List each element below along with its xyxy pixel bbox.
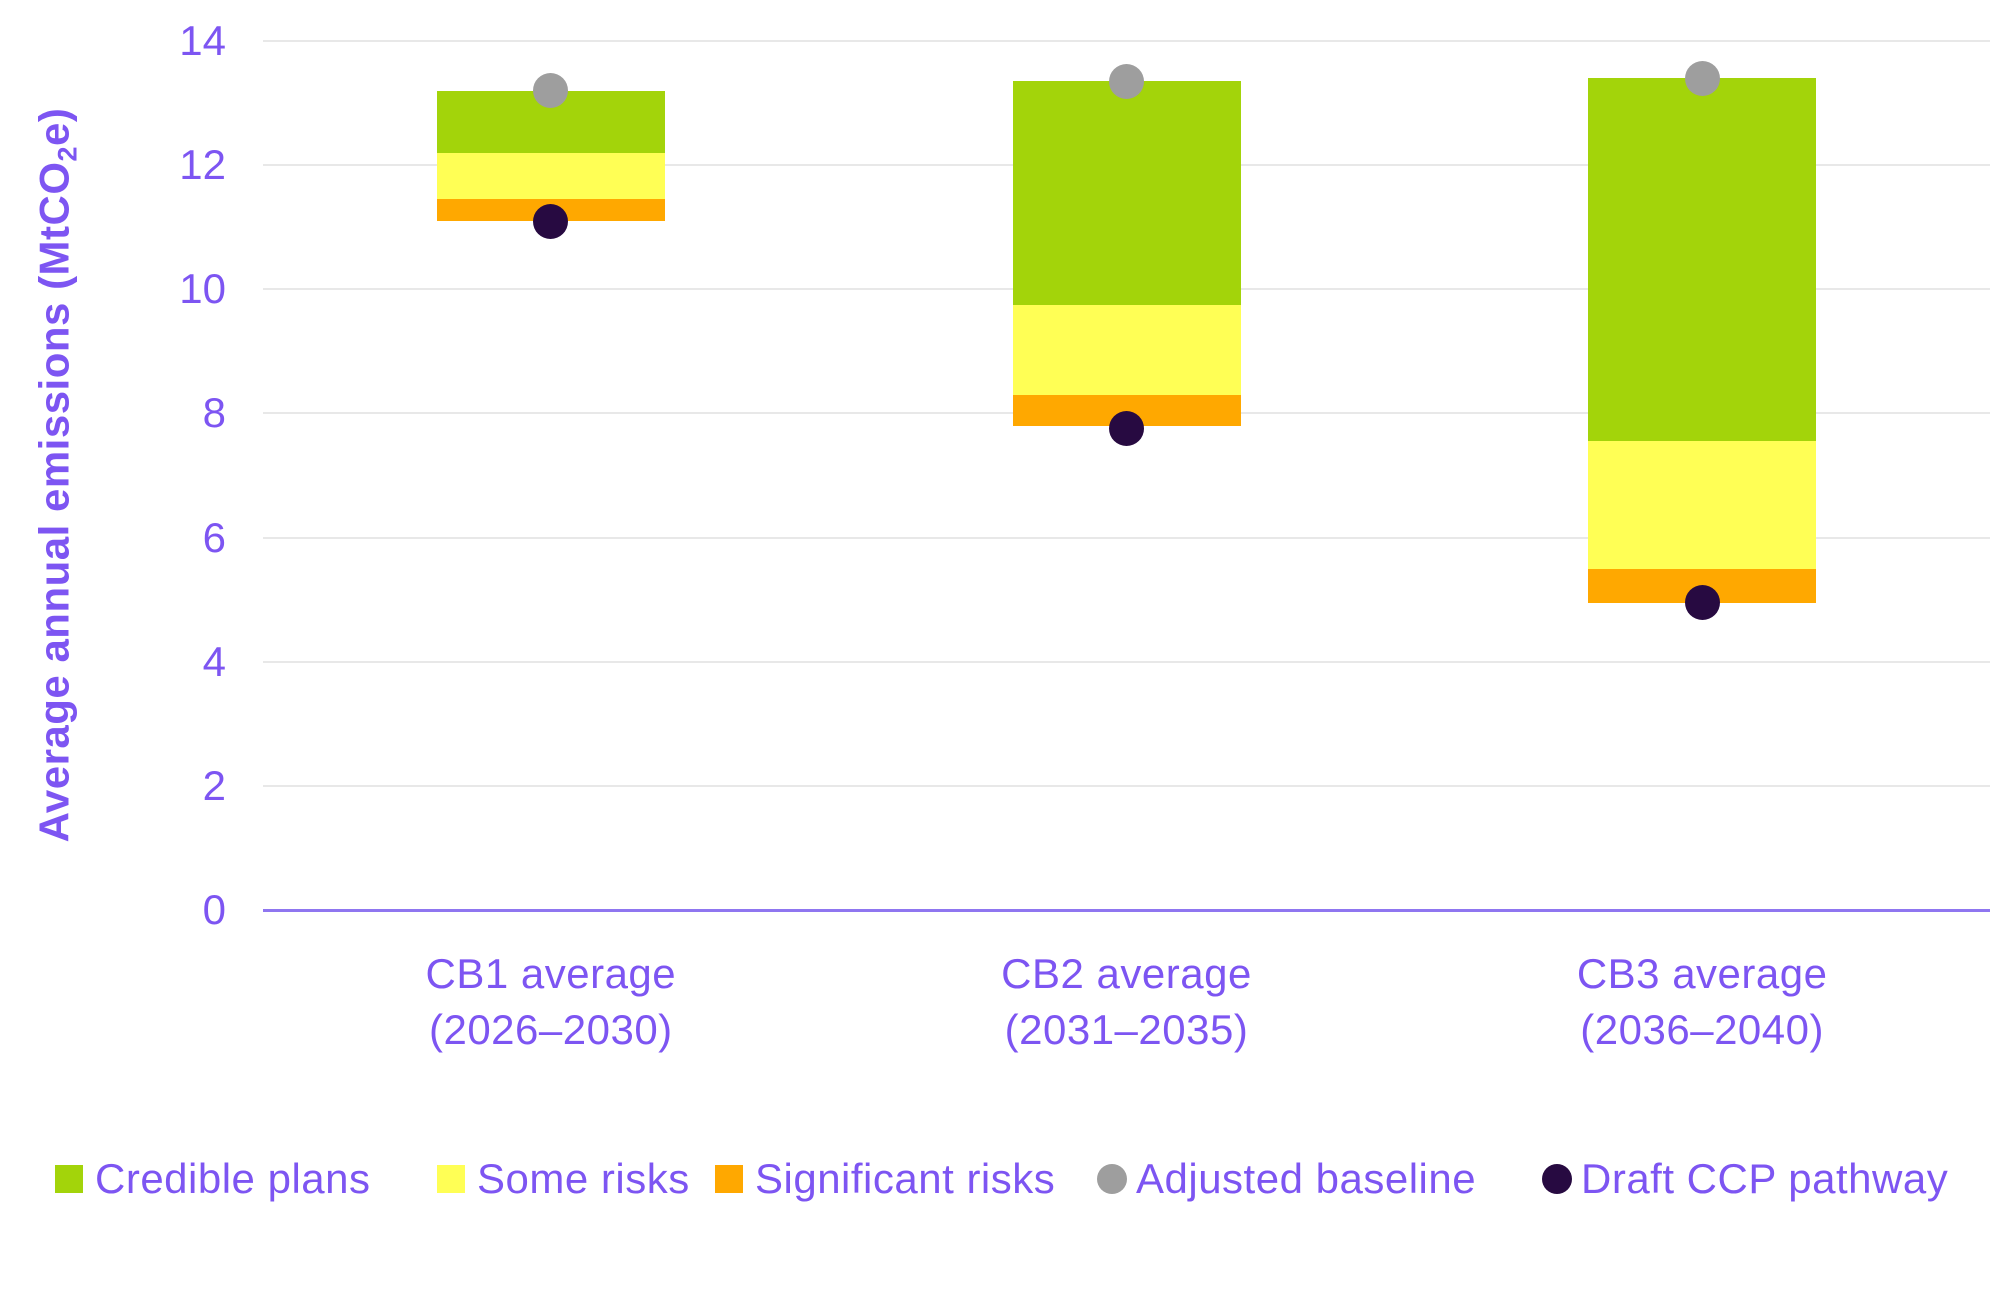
bar-segment-credible xyxy=(1012,81,1241,305)
draft-ccp-pathway-dot-icon xyxy=(1542,1164,1572,1194)
legend-label-draft-ccp-pathway: Draft CCP pathway xyxy=(1581,1155,1949,1202)
adjusted-baseline-marker xyxy=(1109,63,1144,99)
x-axis-line xyxy=(263,908,1990,912)
legend-item-credible-plans: Credible plans xyxy=(55,1155,371,1202)
adjusted-baseline-marker xyxy=(533,73,569,109)
y-tick-label-4: 4 xyxy=(202,637,226,685)
bar-segment-some xyxy=(1588,441,1817,569)
draft-ccp-marker xyxy=(533,203,569,239)
x-axis-label-line2: (2026–2030) xyxy=(428,1006,673,1054)
some-risks-swatch-icon xyxy=(437,1165,465,1193)
y-tick-label-6: 6 xyxy=(202,513,226,561)
y-tick-label-14: 14 xyxy=(179,17,226,64)
legend-item-adjusted-baseline: Adjusted baseline xyxy=(1097,1155,1477,1202)
x-axis-label-line1: CB2 average xyxy=(1001,950,1252,997)
x-axis-label-line2: (2036–2040) xyxy=(1580,1006,1824,1054)
y-tick-label-8: 8 xyxy=(202,389,226,437)
legend-label-some-risks: Some risks xyxy=(477,1155,690,1202)
legend-item-significant-risks: Significant risks xyxy=(715,1155,1056,1202)
draft-ccp-marker xyxy=(1109,411,1144,447)
legend-label-adjusted-baseline: Adjusted baseline xyxy=(1136,1155,1477,1202)
significant-risks-swatch-icon xyxy=(715,1165,743,1193)
credible-plans-swatch-icon xyxy=(55,1165,83,1193)
x-axis-label-2: CB2 average (2031–2035) xyxy=(827,946,1427,1059)
legend-item-some-risks: Some risks xyxy=(437,1155,690,1202)
legend-label-credible-plans: Credible plans xyxy=(95,1155,371,1202)
y-axis-title: Average annual emissions (MtCO2e) xyxy=(31,108,84,843)
x-axis-label-line1: CB3 average xyxy=(1576,950,1828,997)
x-axis-label-1: CB1 average (2026–2030) xyxy=(251,946,851,1059)
gridline xyxy=(263,784,1990,787)
adjusted-baseline-marker xyxy=(1684,60,1720,96)
plot-area xyxy=(263,40,1990,912)
gridline xyxy=(263,536,1990,539)
gridline xyxy=(263,660,1990,663)
gridline xyxy=(263,40,1990,42)
y-tick-label-0: 0 xyxy=(202,886,226,933)
y-tick-label-2: 2 xyxy=(202,761,226,809)
x-axis-label-3: CB3 average (2036–2040) xyxy=(1402,946,2002,1059)
bar-segment-some xyxy=(436,152,665,200)
adjusted-baseline-dot-icon xyxy=(1097,1164,1127,1194)
x-axis-label-line2: (2031–2035) xyxy=(1004,1006,1249,1054)
bar-segment-credible xyxy=(1588,78,1817,442)
x-axis-label-line1: CB1 average xyxy=(425,950,677,997)
bar-segment-some xyxy=(1012,304,1241,395)
y-tick-label-10: 10 xyxy=(179,265,226,313)
legend-item-draft-ccp-pathway: Draft CCP pathway xyxy=(1542,1155,1949,1202)
y-tick-label-12: 12 xyxy=(179,141,226,189)
draft-ccp-marker xyxy=(1684,585,1720,621)
legend-label-significant-risks: Significant risks xyxy=(755,1155,1056,1202)
